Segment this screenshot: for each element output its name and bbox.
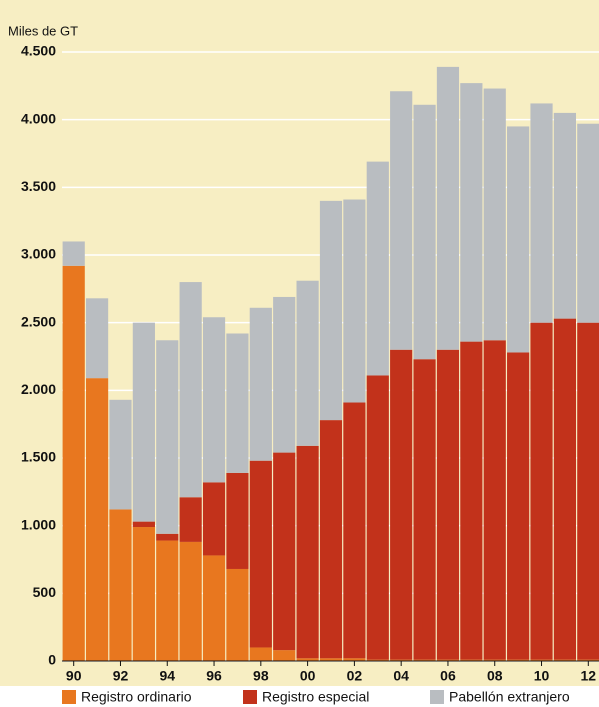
bar-segment <box>62 241 85 266</box>
bar-segment <box>109 509 132 661</box>
bar-segment <box>156 533 179 541</box>
bar-segment <box>413 104 436 360</box>
y-tick-label: 4.500 <box>21 43 56 59</box>
bar-segment <box>553 659 577 661</box>
bar-segment <box>530 322 553 660</box>
y-tick-label: 1.500 <box>21 449 56 465</box>
bar-segment <box>202 317 226 483</box>
bar-segment <box>249 460 272 648</box>
bar-segment <box>366 375 389 660</box>
legend-label: Registro ordinario <box>81 689 192 705</box>
x-tick-label: 04 <box>393 668 409 684</box>
bar-segment <box>132 527 155 661</box>
bar-segment <box>530 659 553 661</box>
bar-segment <box>343 402 366 659</box>
y-tick-label: 500 <box>33 584 57 600</box>
bar-segment <box>132 322 155 522</box>
bar-segment <box>319 420 343 659</box>
x-tick-label: 98 <box>253 668 269 684</box>
bar-segment <box>577 659 599 661</box>
bar-segment <box>483 340 506 660</box>
bar-segment <box>273 452 296 651</box>
legend-swatch <box>430 690 444 704</box>
bar-segment <box>553 112 577 319</box>
bar-segment <box>156 340 179 534</box>
bar-segment <box>436 349 460 660</box>
bar-segment <box>226 472 249 569</box>
bar-segment <box>366 659 389 661</box>
x-tick-label: 06 <box>440 668 456 684</box>
bar-segment <box>296 658 319 661</box>
bar-segment <box>483 88 506 341</box>
bar-segment <box>202 482 226 556</box>
x-tick-label: 08 <box>487 668 503 684</box>
bar-segment <box>249 647 272 661</box>
bar-segment <box>460 341 483 660</box>
bar-segment <box>319 200 343 421</box>
bar-segment <box>460 83 483 342</box>
bar-segment <box>226 568 249 661</box>
bar-segment <box>530 103 553 323</box>
bar-segment <box>109 399 132 510</box>
legend-label: Registro especial <box>262 689 369 705</box>
bar-segment <box>343 199 366 403</box>
bar-segment <box>85 298 109 379</box>
bar-segment <box>577 322 599 660</box>
bar-segment <box>413 659 436 661</box>
y-tick-label: 3.500 <box>21 178 56 194</box>
bar-segment <box>226 333 249 473</box>
bar-segment <box>507 659 530 661</box>
bar-segment <box>85 378 109 661</box>
bar-segment <box>179 282 202 498</box>
bar-segment <box>202 555 226 661</box>
legend-swatch <box>243 690 257 704</box>
bar-segment <box>436 66 460 350</box>
x-tick-label: 12 <box>581 668 597 684</box>
x-tick-label: 92 <box>113 668 129 684</box>
y-tick-label: 1.000 <box>21 516 56 532</box>
bar-segment <box>296 445 319 659</box>
x-tick-label: 96 <box>206 668 222 684</box>
x-tick-label: 02 <box>347 668 363 684</box>
x-tick-label: 94 <box>159 668 175 684</box>
bar-segment <box>62 265 85 661</box>
bar-segment <box>390 91 413 350</box>
bar-segment <box>507 352 530 660</box>
bar-segment <box>249 307 272 461</box>
bar-segment <box>413 359 436 660</box>
bar-segment <box>366 161 389 376</box>
legend-label: Pabellón extranjero <box>449 689 570 705</box>
bar-segment <box>156 540 179 661</box>
y-tick-label: 3.000 <box>21 246 56 262</box>
bar-segment <box>577 123 599 323</box>
y-tick-label: 2.000 <box>21 381 56 397</box>
bar-segment <box>390 349 413 660</box>
bar-segment <box>179 541 202 661</box>
bar-segment <box>483 659 506 661</box>
x-tick-label: 90 <box>66 668 82 684</box>
bar-segment <box>553 318 577 660</box>
x-tick-label: 00 <box>300 668 316 684</box>
bar-segment <box>460 659 483 661</box>
bar-segment <box>132 521 155 528</box>
bar-segment <box>436 659 460 661</box>
bar-segment <box>343 658 366 661</box>
y-tick-label: 2.500 <box>21 313 56 329</box>
bar-segment <box>507 126 530 353</box>
bar-segment <box>296 280 319 446</box>
chart-title: Miles de GT <box>8 23 78 38</box>
bar-segment <box>273 650 296 661</box>
bar-segment <box>319 658 343 661</box>
y-tick-label: 4.000 <box>21 110 56 126</box>
bar-segment <box>390 659 413 661</box>
x-tick-label: 10 <box>534 668 550 684</box>
legend-swatch <box>62 690 76 704</box>
bar-segment <box>179 497 202 542</box>
bar-segment <box>273 296 296 453</box>
y-tick-label: 0 <box>48 652 56 668</box>
